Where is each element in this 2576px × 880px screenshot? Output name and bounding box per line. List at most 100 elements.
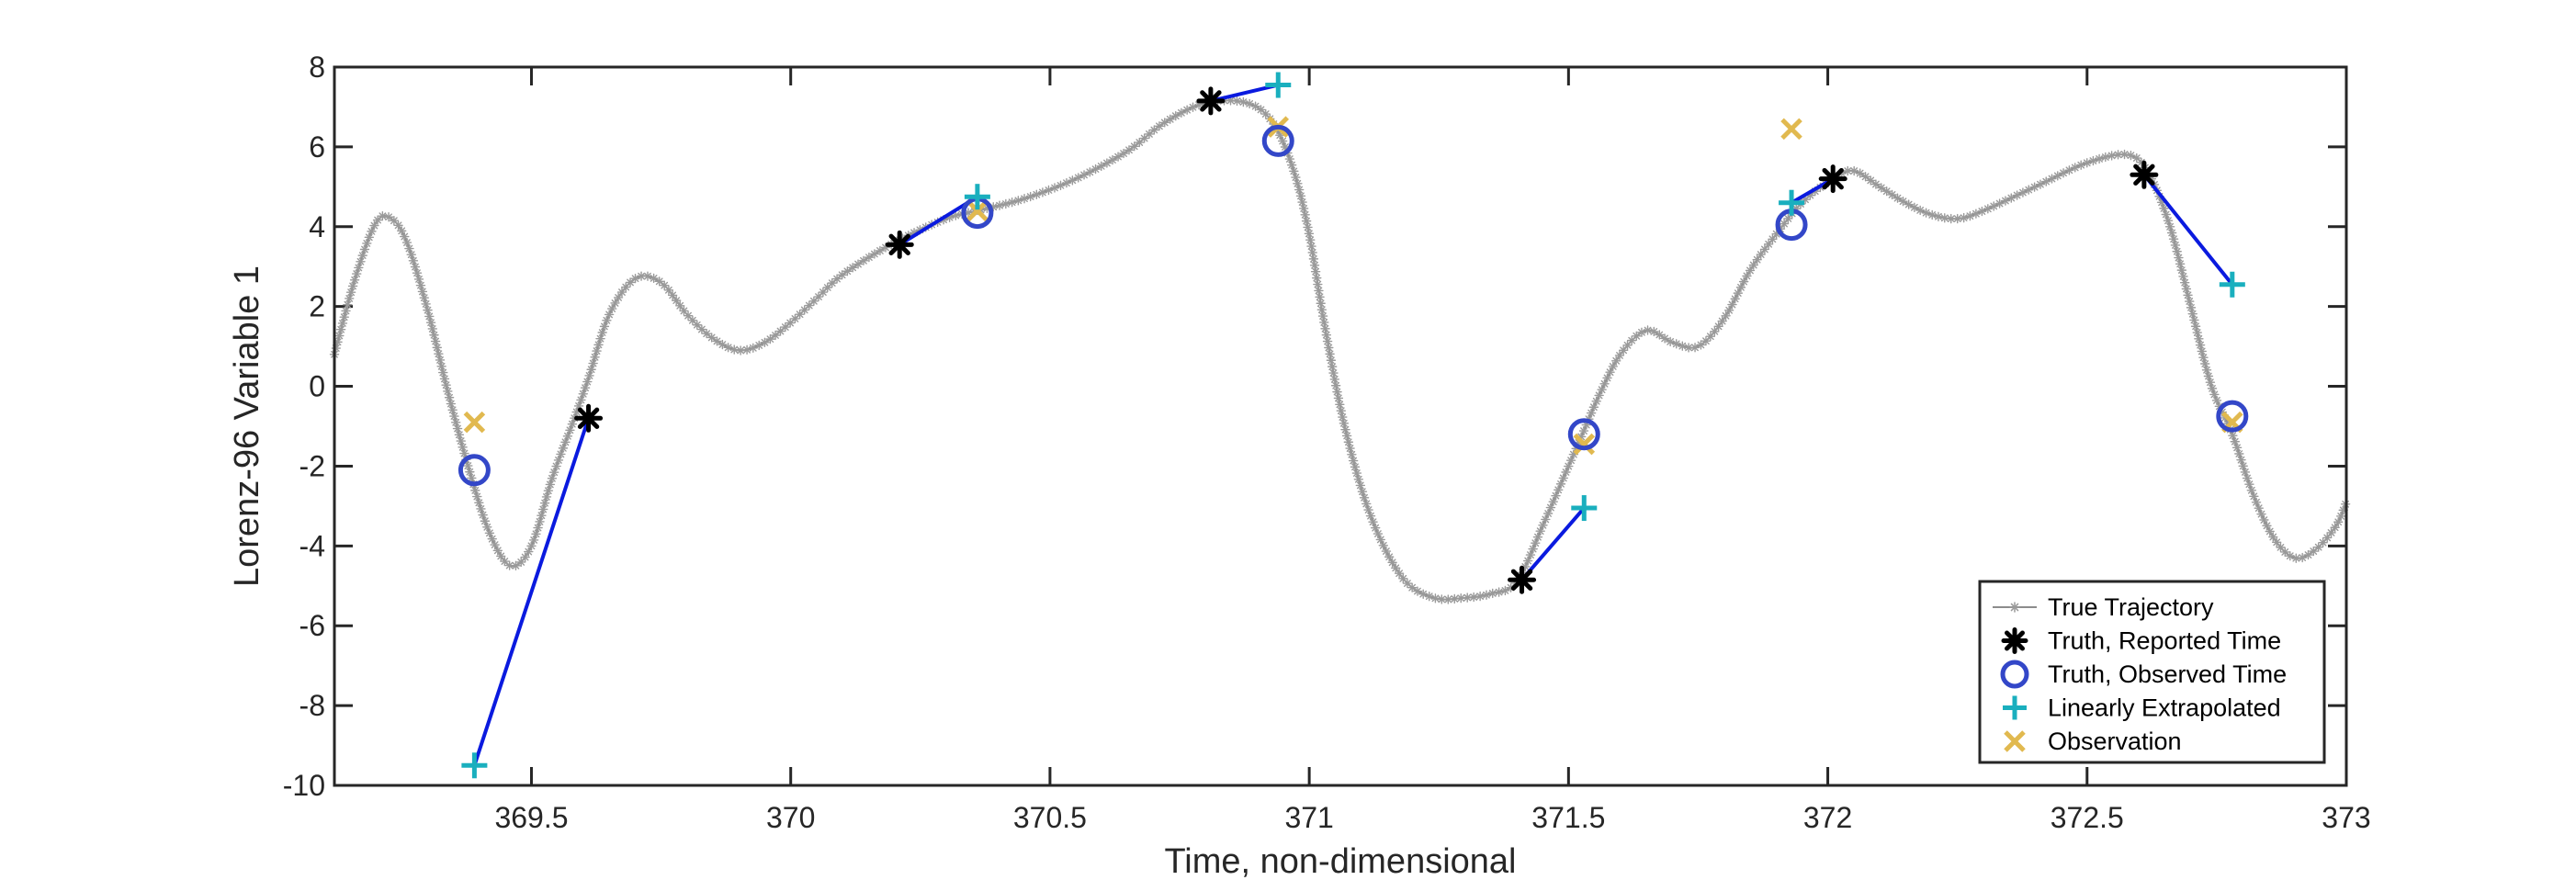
trajectory-marker — [1310, 266, 1321, 276]
legend-label: True Trajectory — [2048, 593, 2214, 621]
trajectory-marker — [1655, 330, 1665, 340]
trajectory-marker — [356, 256, 366, 266]
trajectory-marker — [1727, 299, 1737, 310]
trajectory-marker — [1291, 172, 1301, 183]
y-axis-label: Lorenz-96 Variable 1 — [228, 265, 266, 587]
trajectory-marker — [2244, 479, 2254, 490]
legend-circle-marker — [2000, 660, 2029, 689]
x-tick-label: 373 — [2322, 801, 2370, 834]
trajectory-marker — [588, 358, 598, 368]
trajectory-marker — [1437, 594, 1447, 604]
x-tick-label: 370 — [766, 801, 815, 834]
trajectory-marker — [1304, 229, 1315, 239]
trajectory-marker — [423, 305, 433, 315]
trajectory-marker — [586, 365, 596, 375]
trajectory-marker — [2203, 371, 2214, 381]
trajectory-marker — [1129, 141, 1139, 152]
trajectory-marker — [456, 435, 466, 446]
trajectory-marker — [1341, 431, 1352, 441]
trajectory-marker — [1450, 593, 1460, 604]
trajectory-marker — [616, 287, 627, 298]
extrapolation-line — [1520, 506, 1586, 581]
trajectory-marker — [2268, 532, 2278, 542]
trajectory-marker — [1319, 317, 1329, 328]
trajectory-marker — [1700, 335, 1712, 346]
trajectory-marker — [1025, 191, 1035, 202]
trajectory-marker — [2070, 163, 2080, 173]
trajectory-marker — [1713, 322, 1723, 332]
trajectory-marker — [1351, 468, 1362, 479]
trajectory-marker — [2164, 221, 2175, 232]
trajectory-marker — [1019, 194, 1030, 204]
x-tick-label: 370.5 — [1013, 801, 1087, 834]
trajectory-marker — [2161, 209, 2171, 220]
trajectory-marker — [584, 370, 594, 381]
trajectory-marker — [667, 290, 678, 300]
trajectory-marker — [847, 263, 858, 273]
trajectory-marker — [2176, 265, 2187, 276]
trajectory-marker — [2230, 436, 2240, 446]
linear-extrapolation-marker — [461, 752, 488, 779]
trajectory-marker — [1866, 175, 1876, 186]
trajectory-marker — [649, 273, 659, 284]
trajectory-marker — [1340, 424, 1350, 434]
trajectory-marker — [2006, 193, 2017, 203]
trajectory-marker — [1335, 400, 1345, 410]
trajectory-marker — [1327, 361, 1338, 372]
trajectory-marker — [1373, 528, 1384, 539]
trajectory-marker — [2035, 179, 2046, 189]
trajectory-marker — [1855, 168, 1865, 178]
trajectory-marker — [458, 442, 468, 453]
trajectory-marker — [432, 343, 442, 353]
trajectory-marker — [2190, 322, 2201, 332]
trajectory-marker — [760, 337, 770, 347]
trajectory-marker — [1320, 323, 1330, 334]
trajectory-marker — [2168, 234, 2179, 244]
trajectory-marker — [2205, 378, 2216, 388]
trajectory-marker — [528, 535, 539, 546]
legend-label: Observation — [2048, 728, 2182, 755]
trajectory-marker — [2192, 327, 2202, 338]
trajectory-marker — [1284, 153, 1295, 164]
truth-observed-time-marker — [458, 454, 491, 487]
trajectory-marker — [842, 266, 853, 276]
trajectory-marker — [2254, 503, 2264, 513]
trajectory-marker — [1328, 367, 1339, 378]
trajectory-marker — [1710, 326, 1720, 337]
trajectory-marker — [2131, 152, 2141, 164]
trajectory-marker — [1424, 592, 1434, 602]
trajectory-marker — [1763, 239, 1774, 250]
trajectory-marker — [1313, 279, 1323, 289]
trajectory-marker — [429, 330, 439, 340]
trajectory-marker — [2259, 514, 2269, 525]
trajectory-marker — [2236, 455, 2246, 465]
trajectory-marker — [582, 377, 593, 387]
trajectory-marker — [454, 430, 465, 440]
trajectory-marker — [2052, 171, 2062, 181]
trajectory-marker — [357, 250, 367, 261]
trajectory-marker — [2238, 461, 2248, 471]
trajectory-marker — [410, 262, 421, 272]
trajectory-marker — [1659, 333, 1670, 344]
trajectory-marker — [547, 473, 558, 483]
trajectory-marker — [1768, 234, 1778, 244]
legend-item: Truth, Observed Time — [2000, 660, 2287, 689]
trajectory-marker — [599, 322, 610, 332]
trajectory-marker — [558, 443, 569, 454]
plot-frame — [333, 65, 2348, 787]
trajectory-marker — [1312, 273, 1322, 283]
truth-observed-time-marker — [2216, 400, 2249, 433]
trajectory-marker — [1113, 152, 1124, 162]
trajectory-marker — [2159, 203, 2169, 214]
trajectory-marker — [1306, 241, 1316, 252]
truth-observed-time-marker — [1567, 418, 1600, 451]
trajectory-marker — [2262, 521, 2272, 531]
trajectory-marker — [406, 250, 416, 260]
y-tick-label: 0 — [309, 370, 325, 403]
trajectory-marker — [1622, 340, 1633, 351]
legend-label: Linearly Extrapolated — [2048, 694, 2281, 722]
trajectory-marker — [472, 491, 482, 502]
trajectory-marker — [424, 311, 435, 322]
trajectory-marker — [2166, 228, 2177, 238]
extrapolation-line — [472, 417, 591, 766]
